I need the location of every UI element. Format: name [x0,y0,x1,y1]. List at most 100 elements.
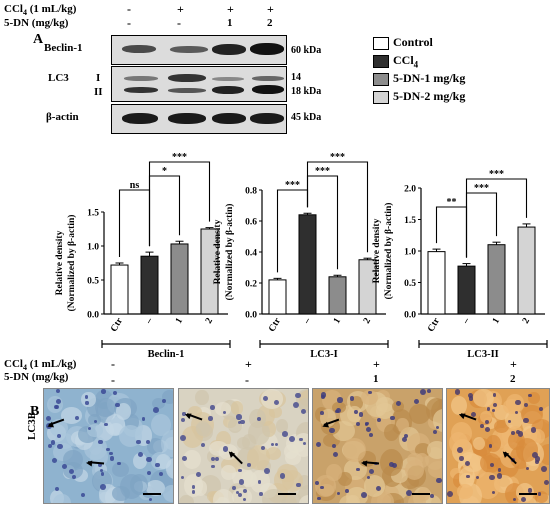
cell-nucleus [332,451,339,458]
legend-label-5dn-2: 5-DN-2 mg/kg [393,89,466,103]
scale-bar [143,493,161,495]
cell-nucleus [523,402,529,408]
tissue-cell [363,475,385,497]
cell-nucleus [93,420,97,424]
cell-nucleus [321,395,326,400]
cell-nucleus [390,415,395,421]
ihc-image-5dn-1 [312,388,443,504]
tissue-cell [195,390,209,405]
cell-nucleus [471,411,477,417]
cell-nucleus [236,491,240,495]
cell-nucleus [484,420,490,425]
chart-1-xtick-label-2: 1 [332,316,343,325]
tissue-cell [298,397,308,414]
beclin1-blot-label: Beclin-1 [44,42,83,54]
cell-nucleus [406,489,413,496]
cell-nucleus [112,390,117,396]
cell-nucleus [361,491,367,498]
cell-nucleus [356,422,360,426]
cell-nucleus [137,451,144,458]
cell-nucleus [106,447,110,452]
cell-nucleus [87,427,92,431]
cell-nucleus [211,464,215,469]
tissue-cell [165,457,173,479]
cell-nucleus [489,474,495,481]
chart-1-xtick-label-3: 2 [362,316,373,325]
cell-nucleus [211,457,216,462]
cell-nucleus [517,431,524,437]
tissue-cell [347,405,362,422]
legend-label-ccl4: CCl4 [393,53,419,70]
cell-nucleus [525,467,529,471]
cell-nucleus [215,457,220,462]
tissue-cell [457,484,473,499]
cell-nucleus [100,484,106,490]
cell-nucleus [426,389,431,393]
chart-2-xtick-label-0: Ctr [426,316,442,334]
chart-1-ytick-label-2: 0.4 [245,249,257,259]
top-dn-mark-4: 2 [267,17,273,29]
tissue-cell [215,402,232,417]
chart-2-sig-label-1: *** [474,183,489,194]
cell-nucleus [146,439,151,444]
cell-nucleus [320,392,327,398]
cell-nucleus [403,434,409,439]
cell-nucleus [295,392,301,398]
tissue-cell [383,423,399,442]
cell-nucleus [256,416,262,422]
cell-nucleus [159,471,164,477]
cell-nucleus [391,463,397,469]
cell-nucleus [85,401,89,405]
cell-nucleus [117,461,121,466]
cell-nucleus [492,393,497,397]
cell-nucleus [493,402,498,407]
cell-nucleus [466,475,470,479]
cell-nucleus [100,472,104,476]
chart-2-ytick-label-3: 1.5 [404,216,416,226]
chart-2-ytick-label-0: 0.0 [404,311,416,321]
cell-nucleus [56,398,62,404]
cell-nucleus [354,410,359,414]
chart-2-sig-bracket-0 [435,206,468,258]
cell-nucleus [335,407,342,414]
cell-nucleus [51,458,57,464]
chart-0-ylabel2: (Normalized by β-actin) [66,215,77,312]
cell-nucleus [222,446,229,453]
cell-nucleus [61,463,67,469]
cell-nucleus [104,422,108,427]
cell-nucleus [302,441,307,446]
lc3-blot-label: LC3 [48,72,69,84]
tissue-cell [187,406,202,419]
cell-nucleus [345,488,350,493]
chart-0-ytick-label-0: 0.0 [87,311,99,321]
chart-1-ytick-label-4: 0.8 [245,187,257,197]
cell-nucleus [539,406,543,411]
tissue-cell [193,480,208,496]
tissue-cell [133,452,147,469]
legend-swatch-ccl4 [373,55,389,68]
cell-nucleus [237,492,242,497]
top-ccl4-mark-1: - [127,2,131,16]
chart-2-xtick-label-3: 2 [521,316,532,325]
cell-nucleus [236,414,242,420]
cell-nucleus [281,431,288,437]
b-dn-row-label: 5-DN (mg/kg) [4,371,69,383]
cell-nucleus [540,465,547,472]
tissue-cell [408,493,426,503]
ihc-image-ccl4 [178,388,309,504]
tissue-cell [94,398,117,418]
tissue-cell [292,432,308,457]
chart-0-bar-2 [170,243,189,315]
chart-2-ylabel: Relative density [372,218,382,283]
cell-nucleus [376,417,381,422]
cell-nucleus [54,404,59,409]
tissue-cell [297,475,308,491]
cell-nucleus [497,468,502,473]
beclin1-blot [111,35,287,65]
cell-nucleus [532,451,539,458]
actin-kda: 45 kDa [291,112,322,123]
panel-a-label: A [33,32,44,47]
actin-blot [111,104,287,134]
cell-nucleus [109,456,115,461]
cell-nucleus [317,496,321,500]
